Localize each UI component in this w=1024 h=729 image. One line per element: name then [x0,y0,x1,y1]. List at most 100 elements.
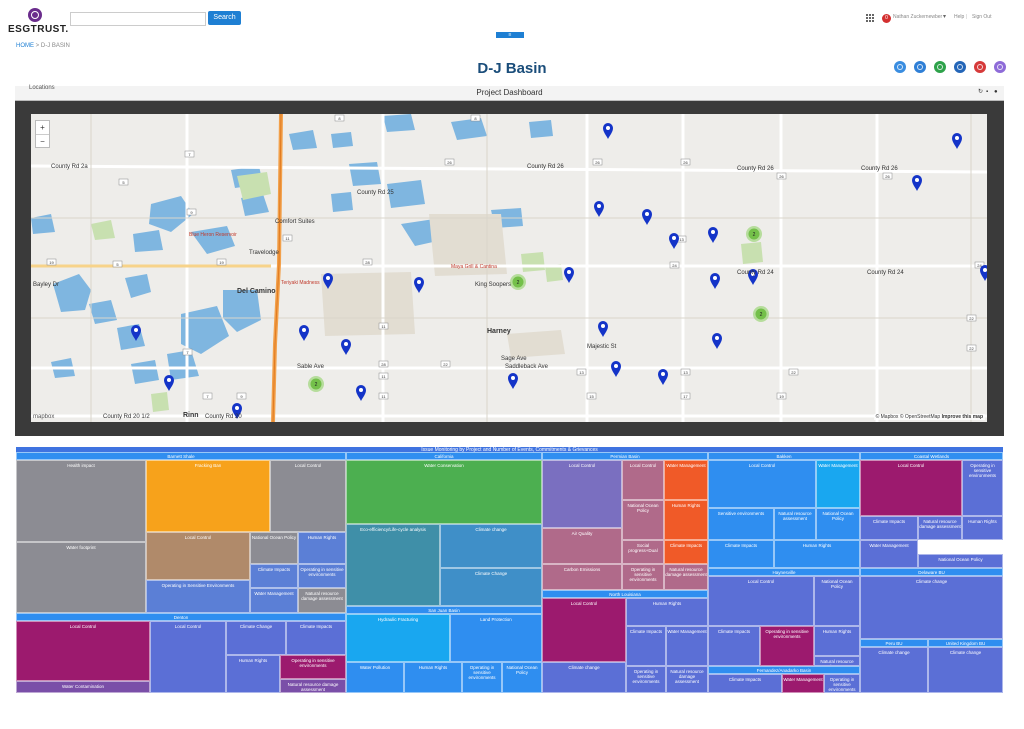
treemap-cell[interactable]: Land Protection [450,614,542,662]
attribution-mapbox[interactable]: © Mapbox [875,414,899,420]
treemap-cell[interactable]: Natural resource damage assessment [280,679,346,693]
location-pin-icon[interactable] [299,325,309,341]
treemap-cell[interactable]: Climate change [542,662,626,693]
location-pin-icon[interactable] [598,321,608,337]
treemap-cell[interactable]: Operating in sensitive environments [824,674,860,693]
treemap-cell[interactable]: Climate Impacts [286,621,346,655]
treemap-cell[interactable]: Climate change [860,647,928,693]
treemap-cell[interactable]: Water Management [664,460,708,500]
map-cluster[interactable]: 2 [308,376,324,392]
map-cluster[interactable]: 2 [753,306,769,322]
treemap-cell[interactable]: Natural resource damage assessment [298,588,346,613]
treemap-cell[interactable]: Local Control [16,621,150,681]
refresh-icon[interactable]: ↻ [978,89,984,95]
treemap-cell[interactable]: Climate Impacts [626,626,666,666]
location-pin-icon[interactable] [980,265,987,281]
treemap-group-header[interactable]: Delaware BU [860,568,1003,576]
user-name[interactable]: Nathan Zuckernewber [893,14,943,20]
treemap-cell[interactable]: Operating in Sensitive Environments [146,580,250,613]
treemap-cell[interactable]: Sensitive environments [708,508,774,540]
treemap-cell[interactable]: National Ocean Policy [814,576,860,626]
treemap-cell[interactable]: Human Rights [626,598,708,626]
location-pin-icon[interactable] [748,269,758,285]
treemap-group-header[interactable]: Denton [16,613,346,621]
zoom-in-button[interactable]: + [36,121,49,135]
treemap-group-header[interactable]: Fernandez/Anadarko Basin [708,666,860,674]
treemap-cell[interactable]: Human Rights [774,540,860,568]
location-pin-icon[interactable] [323,273,333,289]
treemap-cell[interactable]: Human Rights [226,655,280,693]
location-pin-icon[interactable] [414,277,424,293]
treemap-cell[interactable]: Climate Impacts [860,516,918,540]
treemap-cell[interactable]: Local Control [708,460,816,508]
treemap-cell[interactable]: National Ocean Policy [250,532,298,564]
location-pin-icon[interactable] [642,209,652,225]
map-icon[interactable] [894,61,906,73]
treemap-cell[interactable]: Human Rights [664,500,708,540]
close-icon[interactable]: ● [994,89,998,95]
treemap-cell[interactable]: Natural resource damage assessment [664,564,708,590]
location-pin-icon[interactable] [564,267,574,283]
treemap-cell[interactable]: Climate change [440,524,542,568]
mapbox-logo[interactable]: mapbox [33,414,55,420]
treemap-cell[interactable]: Fracking Ban [146,460,270,532]
apps-grid-icon[interactable] [866,14,875,23]
treemap-cell[interactable]: Health impact [16,460,146,542]
location-pin-icon[interactable] [712,333,722,349]
treemap-cell[interactable]: Water footprint [16,542,146,613]
treemap-cell[interactable]: Water Contamination [16,681,150,693]
treemap-cell[interactable]: Operating in sensitive environments [622,564,664,590]
treemap-cell[interactable]: Climate Impacts [250,564,298,588]
list-icon[interactable] [954,61,966,73]
treemap-cell[interactable]: Local Control [150,621,226,693]
treemap-cell[interactable]: Climate Impacts [708,626,760,666]
treemap-cell[interactable]: Local Control [270,460,346,532]
treemap-cell[interactable]: Natural resource assessment [774,508,816,540]
location-pin-icon[interactable] [611,361,621,377]
treemap-cell[interactable]: National Ocean Policy [816,508,860,540]
search-button[interactable]: Search [208,11,241,25]
treemap-cell[interactable]: Operating in sensitive environments [760,626,814,666]
treemap-cell[interactable]: Water Conservation [346,460,542,524]
treemap-cell[interactable]: Human Rights [404,662,462,693]
treemap-group-header[interactable]: United Kingdom BU [928,639,1003,647]
minimize-icon[interactable]: ▪ [986,89,989,95]
treemap-cell[interactable]: Water Management [782,674,824,693]
treemap-cell[interactable]: Local Control [146,532,250,580]
treemap-cell[interactable]: Eco-efficiency/Life-cycle analysis [346,524,440,606]
treemap-cell[interactable]: Water Management [816,460,860,508]
treemap-cell[interactable]: Local Control [860,460,962,516]
treemap-cell[interactable]: National Ocean Policy [502,662,542,693]
notification-badge[interactable]: 0 [882,14,891,23]
treemap-cell[interactable]: Climate Impacts [708,674,782,693]
treemap-cell[interactable]: Natural resource damage assessment [666,666,708,693]
globe-icon[interactable] [914,61,926,73]
treemap-cell[interactable]: Local Control [542,460,622,528]
locations-map[interactable]: 7 8 8 26 26 26 26 26 5 9 13 11 19 19 28 24 24 5 11 28 22 11 13… [31,114,987,422]
treemap-cell[interactable]: Water Management [860,540,918,568]
treemap-cell[interactable]: Operating in sensitive environments [626,666,666,693]
treemap-group-header[interactable]: Permian Basin [542,452,708,460]
treemap-group-header[interactable]: San Juan Basin [346,606,542,614]
treemap-cell[interactable]: Hydraulic Fracturing [346,614,450,662]
treemap-cell[interactable]: Climate Impacts [708,540,774,568]
treemap-cell[interactable]: Water Pollution [346,662,404,693]
treemap-cell[interactable]: Climate Change [440,568,542,606]
location-pin-icon[interactable] [603,123,613,139]
treemap-cell[interactable]: Local Control [708,576,814,626]
treemap-cell[interactable]: Natural resource damage [814,656,860,666]
location-pin-icon[interactable] [131,325,141,341]
treemap-cell[interactable]: Climate Change [226,621,286,655]
treemap-group-header[interactable]: Haynesville [708,568,860,576]
treemap-cell[interactable]: Climate change [860,576,1003,639]
menu-toggle-button[interactable]: ≡ [496,32,524,38]
attribution-osm[interactable]: © OpenStreetMap [899,414,941,420]
location-pin-icon[interactable] [710,273,720,289]
location-pin-icon[interactable] [912,175,922,191]
treemap-cell[interactable]: Water Management [250,588,298,613]
treemap-cell[interactable]: Human Rights [814,626,860,656]
treemap-group-header[interactable]: Coastal Wetlands [860,452,1003,460]
treemap-cell[interactable]: Operating in sensitive environments [462,662,502,693]
treemap-cell[interactable]: Human Rights [298,532,346,564]
treemap-group-header[interactable]: Barnett Shale [16,452,346,460]
